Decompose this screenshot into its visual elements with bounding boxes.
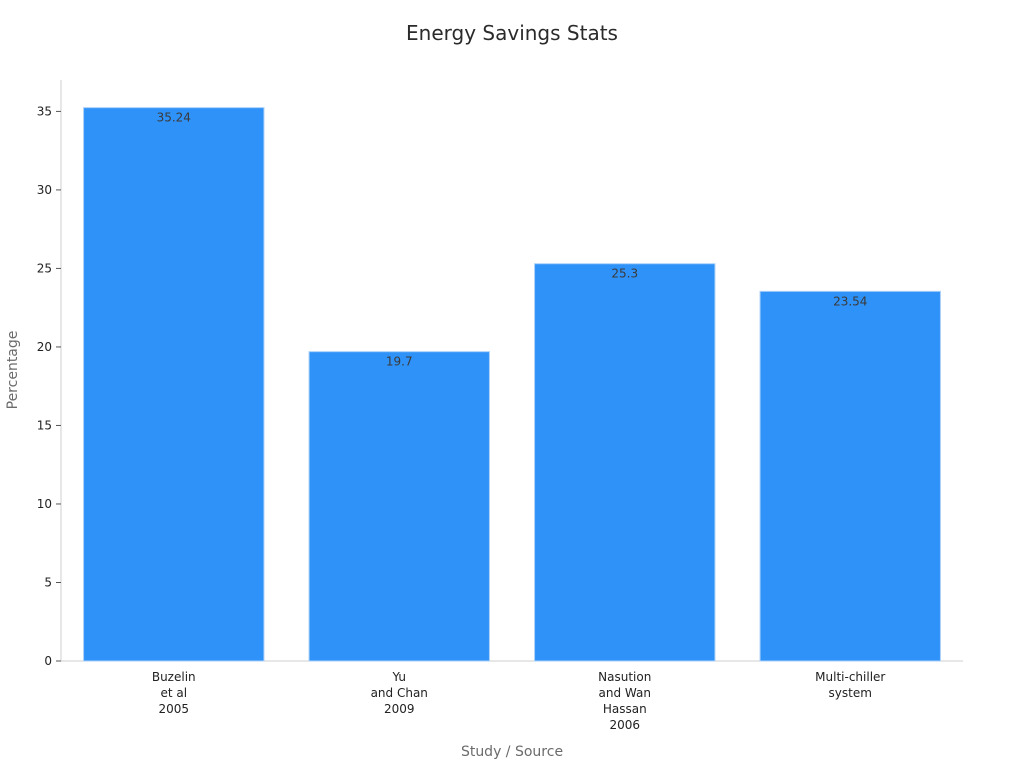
x-tick-label-line: 2009	[384, 702, 415, 716]
x-axis-label: Study / Source	[461, 744, 563, 760]
y-axis-label: Percentage	[5, 331, 21, 410]
y-tick-label: 10	[37, 497, 52, 511]
x-tick-label: Nasution and Wan Hassan 2006	[598, 670, 651, 732]
x-tick-label-line: and Chan	[371, 686, 428, 700]
bar-value-label: 19.7	[386, 355, 413, 369]
x-tick-label: Multi-chiller system	[815, 670, 885, 700]
x-tick-label-line: Multi-chiller	[815, 670, 885, 684]
x-tick-label-line: 2006	[609, 718, 640, 732]
bar-value-label: 25.3	[611, 267, 638, 281]
bar	[83, 107, 265, 662]
x-tick-label-line: 2005	[158, 702, 189, 716]
y-tick-label: 35	[37, 104, 52, 118]
x-tick-label-line: system	[829, 686, 872, 700]
x-tick-label-line: Nasution	[598, 670, 651, 684]
x-tick-label-line: Hassan	[603, 702, 647, 716]
x-tick-label-line: Yu	[391, 670, 406, 684]
y-tick-label: 20	[37, 340, 52, 354]
y-tick-label: 30	[37, 183, 52, 197]
bar-value-label: 23.54	[833, 294, 867, 308]
bar	[308, 351, 490, 662]
x-tick-label-line: Buzelin	[152, 670, 196, 684]
y-tick-label: 15	[37, 418, 52, 432]
plot-area: 0 5 10 15 20 25 30 35 35.24 Buzelin et al 2005 19.7 Y…	[37, 80, 963, 732]
bar-value-label: 35.24	[157, 111, 191, 125]
bar	[534, 263, 716, 662]
y-tick-label: 5	[44, 575, 52, 589]
x-tick-label: Yu and Chan 2009	[371, 670, 428, 716]
chart-title: Energy Savings Stats	[406, 21, 618, 45]
x-tick-label: Buzelin et al 2005	[152, 670, 196, 716]
bar	[759, 290, 941, 662]
x-tick-label-line: and Wan	[599, 686, 651, 700]
y-tick-label: 0	[44, 654, 52, 668]
x-tick-label-line: et al	[160, 686, 187, 700]
y-tick-label: 25	[37, 261, 52, 275]
